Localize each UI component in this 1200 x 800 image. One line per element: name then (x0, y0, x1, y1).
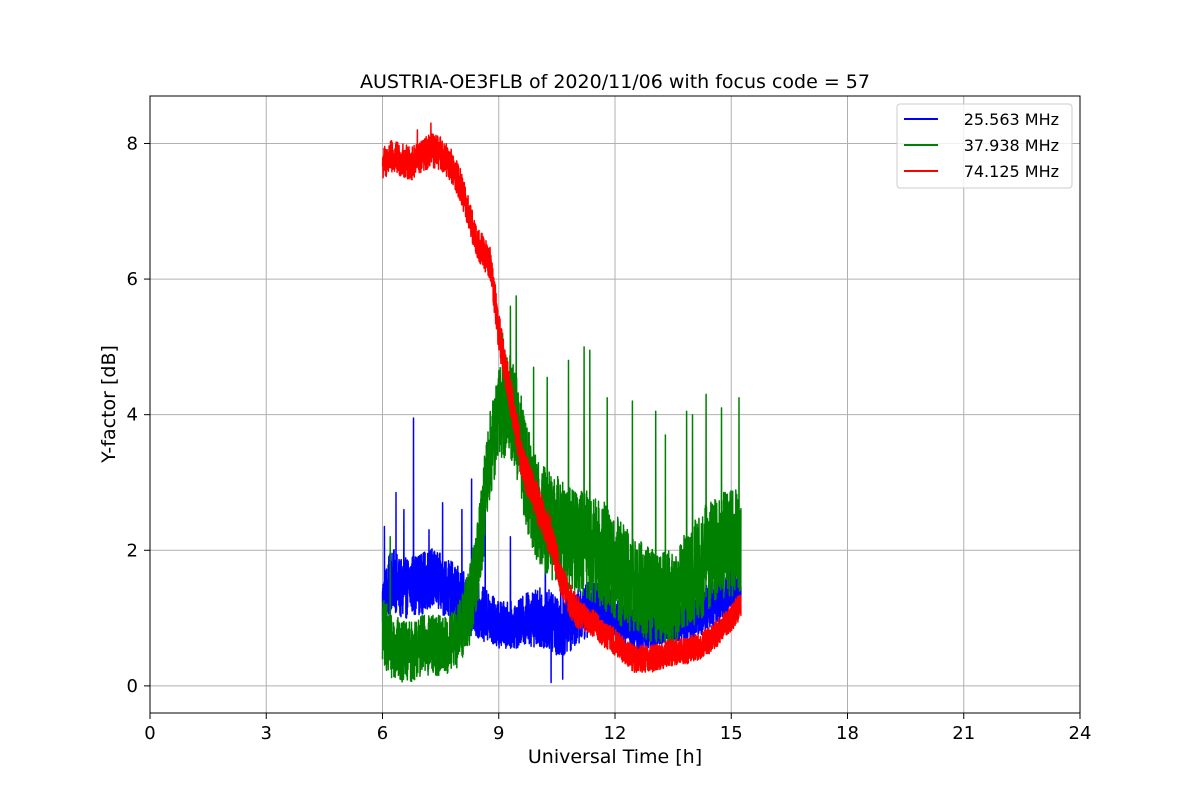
x-tick-label: 6 (377, 723, 388, 744)
x-tick-label: 18 (836, 723, 859, 744)
x-tick-label: 0 (144, 723, 155, 744)
series-line (381, 295, 742, 683)
y-tick-label: 2 (127, 540, 138, 561)
y-axis-label: Y-factor [dB] (98, 345, 120, 464)
y-tick-label: 0 (127, 676, 138, 697)
x-tick-label: 15 (720, 723, 743, 744)
x-tick-label: 24 (1069, 723, 1092, 744)
series-lines (381, 122, 742, 684)
legend: 25.563 MHz 37.938 MHz 74.125 MHz (896, 103, 1073, 189)
x-tick-label: 9 (493, 723, 504, 744)
x-axis-label: Universal Time [h] (528, 746, 702, 768)
legend-label: 74.125 MHz (964, 162, 1059, 181)
series-line (381, 122, 742, 674)
legend-label: 25.563 MHz (964, 110, 1059, 129)
chart-title: AUSTRIA-OE3FLB of 2020/11/06 with focus … (360, 71, 870, 93)
legend-box (896, 103, 1073, 189)
y-tick-label: 4 (127, 405, 138, 426)
y-tick-label: 6 (127, 269, 138, 290)
legend-label: 37.938 MHz (964, 136, 1059, 155)
y-tick-label: 8 (127, 133, 138, 154)
x-tick-label: 21 (952, 723, 975, 744)
x-tick-label: 3 (261, 723, 272, 744)
series-line (381, 417, 742, 684)
x-tick-label: 12 (604, 723, 627, 744)
